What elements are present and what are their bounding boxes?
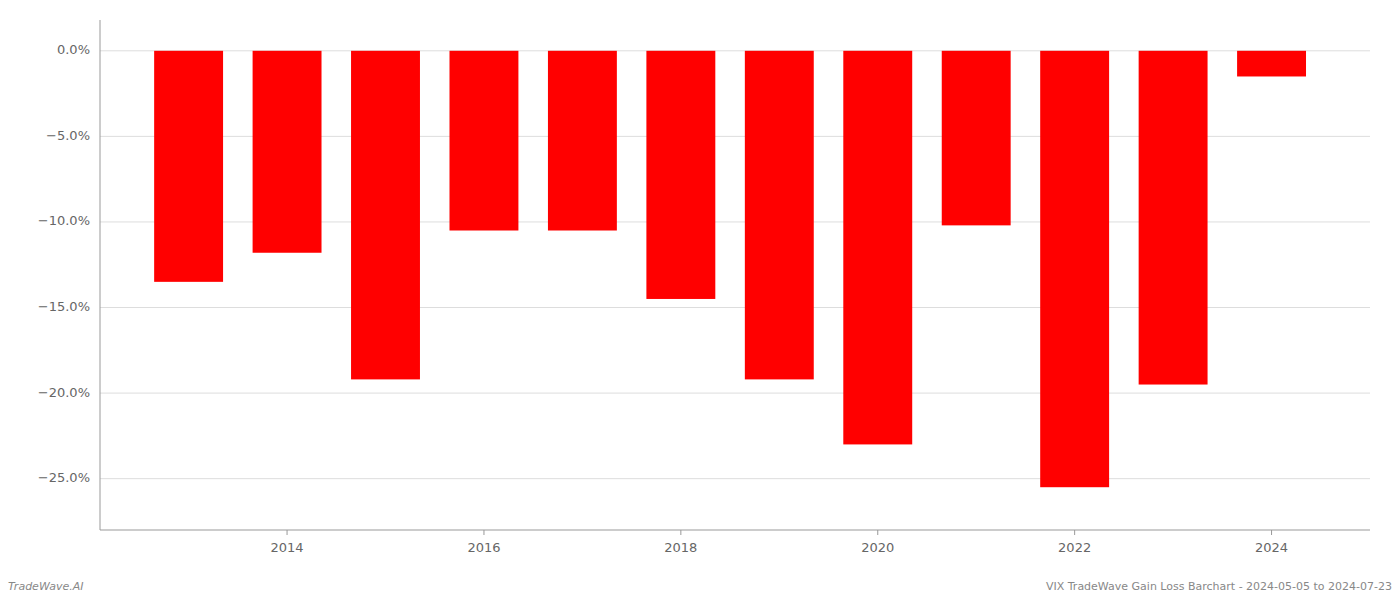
y-tick-labels: 0.0% −5.0% −10.0% −15.0% −20.0% −25.0% — [38, 42, 90, 485]
x-tick-label: 2022 — [1058, 540, 1091, 555]
x-tick-label: 2018 — [664, 540, 697, 555]
x-tick — [483, 530, 484, 535]
bar — [942, 51, 1011, 226]
x-tick-label: 2014 — [271, 540, 304, 555]
bar — [646, 51, 715, 299]
y-tick-label: −25.0% — [38, 470, 90, 485]
grid-line — [100, 478, 1370, 479]
y-tick-label: 0.0% — [57, 42, 90, 57]
bar — [1139, 51, 1208, 385]
bar — [745, 51, 814, 380]
y-tick-label: −5.0% — [46, 128, 90, 143]
x-tick — [1271, 530, 1272, 535]
bar — [843, 51, 912, 445]
bar — [449, 51, 518, 231]
bar — [1237, 51, 1306, 77]
bars — [154, 51, 1306, 487]
y-grid — [100, 51, 1370, 479]
bar — [548, 51, 617, 231]
x-tick-label: 2024 — [1255, 540, 1288, 555]
x-axis-line — [100, 530, 1370, 531]
bar — [154, 51, 223, 282]
footer-left: TradeWave.AI — [8, 580, 83, 593]
y-tick-label: −15.0% — [38, 299, 90, 314]
x-tick — [877, 530, 878, 535]
bar — [1040, 51, 1109, 487]
chart: 0.0%−5.0%−10.0%−15.0%−20.0%−25.0%2014201… — [0, 0, 1400, 600]
x-tick — [680, 530, 681, 535]
x-tick-label: 2020 — [861, 540, 894, 555]
grid-line — [100, 393, 1370, 394]
x-tick-label: 2016 — [467, 540, 500, 555]
y-axis-line — [100, 20, 101, 530]
y-tick-label: −10.0% — [38, 213, 90, 228]
x-tick — [1074, 530, 1075, 535]
footer-right: VIX TradeWave Gain Loss Barchart - 2024-… — [1046, 580, 1392, 593]
bar — [351, 51, 420, 380]
x-ticks: 2014 2016 2018 2020 2022 2024 — [271, 530, 1289, 555]
bar — [253, 51, 322, 253]
y-tick-label: −20.0% — [38, 385, 90, 400]
x-tick — [287, 530, 288, 535]
